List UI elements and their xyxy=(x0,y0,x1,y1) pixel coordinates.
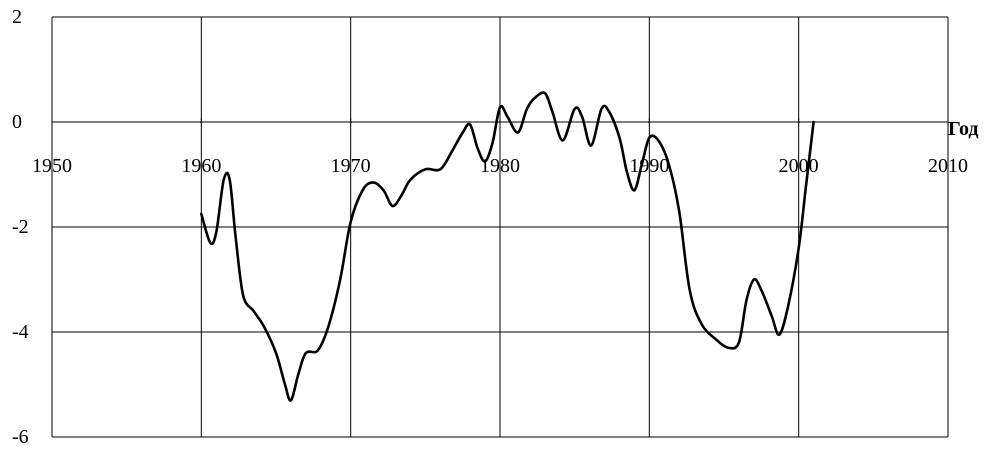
x-tick-label: 1980 xyxy=(480,155,520,177)
grid xyxy=(51,16,949,438)
x-axis-ticks: 1950 1960 1970 1980 1990 2000 2010 xyxy=(32,118,968,177)
x-tick-label: 2010 xyxy=(928,155,968,177)
x-tick-label: 1960 xyxy=(181,155,221,177)
y-tick-label: -6 xyxy=(12,426,29,448)
x-axis-title: Год xyxy=(948,118,979,140)
x-tick-label: 1950 xyxy=(32,155,72,177)
series-line xyxy=(200,91,815,402)
y-axis-ticks: 2 0 -2 -4 -6 xyxy=(12,6,29,448)
y-tick-label: 0 xyxy=(12,111,22,133)
y-tick-label: 2 xyxy=(12,6,22,28)
y-tick-label: -2 xyxy=(12,216,29,238)
x-tick-label: 2000 xyxy=(779,155,819,177)
y-tick-label: -4 xyxy=(12,321,29,343)
x-tick-label: 1990 xyxy=(629,155,669,177)
x-tick-label: 1970 xyxy=(331,155,371,177)
